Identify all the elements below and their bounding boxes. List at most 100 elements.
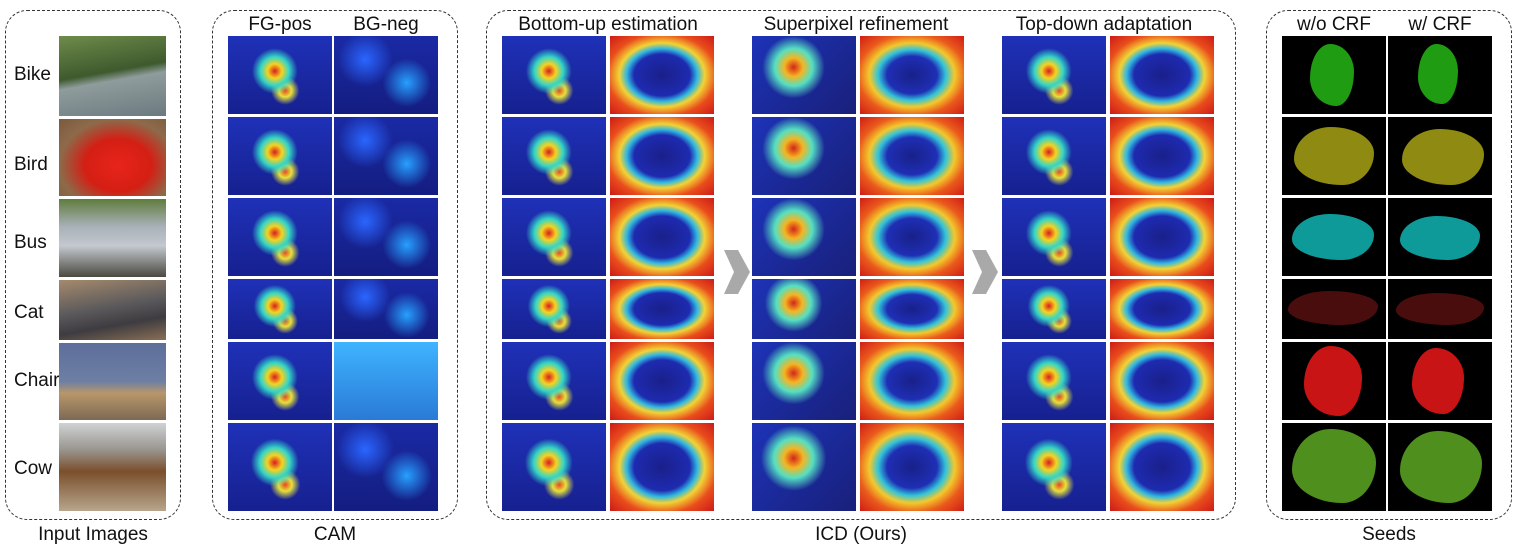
seed-w-crf-chair [1388,342,1492,420]
input-image-cat [59,280,166,340]
seed-mask [1396,293,1484,325]
cam-bg-bus [334,198,438,276]
stage-arrow-1-icon [724,250,750,294]
icd-topdown-pos-cow [1002,423,1106,511]
caption-icd: ICD (Ours) [815,524,907,545]
icd-superpixel-pos-bike [752,36,856,114]
row-label-bus: Bus [14,232,47,253]
icd-superpixel-neg-chair [860,342,964,420]
icd-header-top-down: Top-down adaptation [1015,14,1193,35]
icd-bottomup-pos-bike [502,36,606,114]
icd-bottomup-neg-bus [610,198,714,276]
row-label-bird: Bird [14,154,48,175]
input-image-cow [59,423,166,511]
seed-w-crf-bus [1388,198,1492,276]
cam-fg-chair [228,342,332,420]
icd-topdown-neg-cow [1110,423,1214,511]
row-label-cat: Cat [14,302,44,323]
seed-wo-crf-cat [1282,279,1386,339]
icd-topdown-pos-chair [1002,342,1106,420]
icd-superpixel-neg-bird [860,117,964,195]
seed-mask [1412,348,1464,414]
seed-mask [1294,127,1374,185]
caption-seeds: Seeds [1362,524,1416,545]
icd-superpixel-pos-bus [752,198,856,276]
icd-bottomup-pos-bus [502,198,606,276]
cam-fg-bus [228,198,332,276]
seeds-header-wo-crf: w/o CRF [1297,14,1371,35]
seed-w-crf-bird [1388,117,1492,195]
seeds-header-w-crf: w/ CRF [1408,14,1472,35]
cam-fg-cow [228,423,332,511]
seed-mask [1292,214,1374,260]
seed-wo-crf-bird [1282,117,1386,195]
seed-mask [1400,431,1482,503]
icd-topdown-neg-bike [1110,36,1214,114]
icd-bottomup-pos-cow [502,423,606,511]
cam-fg-bike [228,36,332,114]
icd-superpixel-pos-cow [752,423,856,511]
seed-mask [1288,291,1378,325]
seed-wo-crf-cow [1282,423,1386,511]
input-images-panel [5,10,181,520]
icd-header-bottom-up: Bottom-up estimation [518,14,698,35]
seed-mask [1418,44,1458,104]
cam-bg-chair [334,342,438,420]
seed-mask [1304,346,1362,416]
row-label-bike: Bike [14,64,51,85]
seed-mask [1310,44,1354,106]
icd-superpixel-pos-bird [752,117,856,195]
cam-bg-cow [334,423,438,511]
cam-bg-bike [334,36,438,114]
seed-w-crf-cat [1388,279,1492,339]
input-image-bike [59,36,166,116]
input-image-bird [59,119,166,196]
icd-bottomup-pos-bird [502,117,606,195]
icd-bottomup-neg-bird [610,117,714,195]
icd-topdown-pos-bike [1002,36,1106,114]
cam-header-fg-pos: FG-pos [248,14,312,35]
row-label-cow: Cow [14,458,53,479]
icd-bottomup-neg-bike [610,36,714,114]
cam-bg-bird [334,117,438,195]
icd-superpixel-neg-cow [860,423,964,511]
icd-bottomup-neg-cow [610,423,714,511]
icd-topdown-neg-bird [1110,117,1214,195]
input-image-chair [59,343,166,420]
icd-superpixel-neg-cat [860,279,964,339]
icd-topdown-pos-bus [1002,198,1106,276]
caption-input-images: Input Images [38,524,148,545]
icd-topdown-pos-bird [1002,117,1106,195]
icd-topdown-neg-chair [1110,342,1214,420]
stage-arrow-2-icon [972,250,998,294]
caption-cam: CAM [313,524,357,545]
icd-topdown-neg-cat [1110,279,1214,339]
icd-superpixel-pos-chair [752,342,856,420]
seed-mask [1400,216,1480,260]
icd-superpixel-neg-bike [860,36,964,114]
cam-bg-cat [334,279,438,339]
icd-bottomup-pos-cat [502,279,606,339]
seed-mask [1402,129,1484,185]
seed-wo-crf-chair [1282,342,1386,420]
icd-bottomup-neg-cat [610,279,714,339]
icd-bottomup-pos-chair [502,342,606,420]
seed-mask [1292,429,1376,503]
seed-w-crf-cow [1388,423,1492,511]
icd-panel [486,10,1236,520]
row-label-chair: Chair [14,370,60,391]
icd-superpixel-pos-cat [752,279,856,339]
input-image-bus [59,199,166,277]
seeds-panel [1266,10,1512,520]
cam-fg-cat [228,279,332,339]
icd-topdown-neg-bus [1110,198,1214,276]
cam-header-bg-neg: BG-neg [353,14,419,35]
icd-bottomup-neg-chair [610,342,714,420]
seed-w-crf-bike [1388,36,1492,114]
icd-superpixel-neg-bus [860,198,964,276]
seed-wo-crf-bike [1282,36,1386,114]
cam-fg-bird [228,117,332,195]
icd-topdown-pos-cat [1002,279,1106,339]
seed-wo-crf-bus [1282,198,1386,276]
cam-panel [212,10,458,520]
